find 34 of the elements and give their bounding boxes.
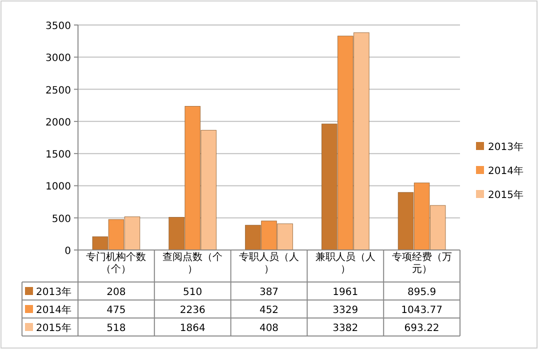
x-tick-label: 兼职人员（人） <box>315 251 376 275</box>
y-tick-label: 0 <box>64 246 71 257</box>
data-label: 208 <box>106 287 126 298</box>
y-tick-label: 2500 <box>46 85 71 96</box>
data-label: 3329 <box>332 305 358 316</box>
data-label: 510 <box>183 287 202 298</box>
x-tick-label: 查阅点数（个） <box>162 251 223 275</box>
data-label: 895.9 <box>407 287 436 298</box>
text: 2013年 <box>488 142 524 153</box>
legend-label: 2015年 <box>488 189 524 201</box>
data-label: 2236 <box>180 305 206 316</box>
y-tick-label: 1000 <box>46 182 71 193</box>
data-label: 1043.77 <box>401 305 442 316</box>
legend-label: 2014年 <box>488 165 524 177</box>
x-tick-label: 专职人员（人） <box>239 251 299 275</box>
data-label: 3382 <box>332 323 358 334</box>
data-label: 387 <box>259 287 279 298</box>
x-tick-label: 专门机构个数（个） <box>86 251 146 275</box>
data-label: 475 <box>106 305 126 316</box>
y-tick-label: 3500 <box>46 21 71 32</box>
x-tick-label: 专项经费（万元） <box>392 251 452 275</box>
text: 2015年 <box>36 323 72 334</box>
data-label: 408 <box>259 323 279 334</box>
data-label: 693.22 <box>404 323 440 334</box>
data-label: 1864 <box>180 323 206 334</box>
data-label: 1961 <box>332 287 358 298</box>
data-label: 452 <box>259 305 279 316</box>
text: 2014年 <box>36 305 72 316</box>
y-tick-label: 1500 <box>46 150 71 161</box>
y-tick-label: 2000 <box>46 117 71 128</box>
y-tick-label: 3000 <box>46 53 71 64</box>
legend-label: 2013年 <box>36 286 72 298</box>
y-tick-label: 500 <box>52 214 71 225</box>
data-label: 518 <box>106 323 126 334</box>
